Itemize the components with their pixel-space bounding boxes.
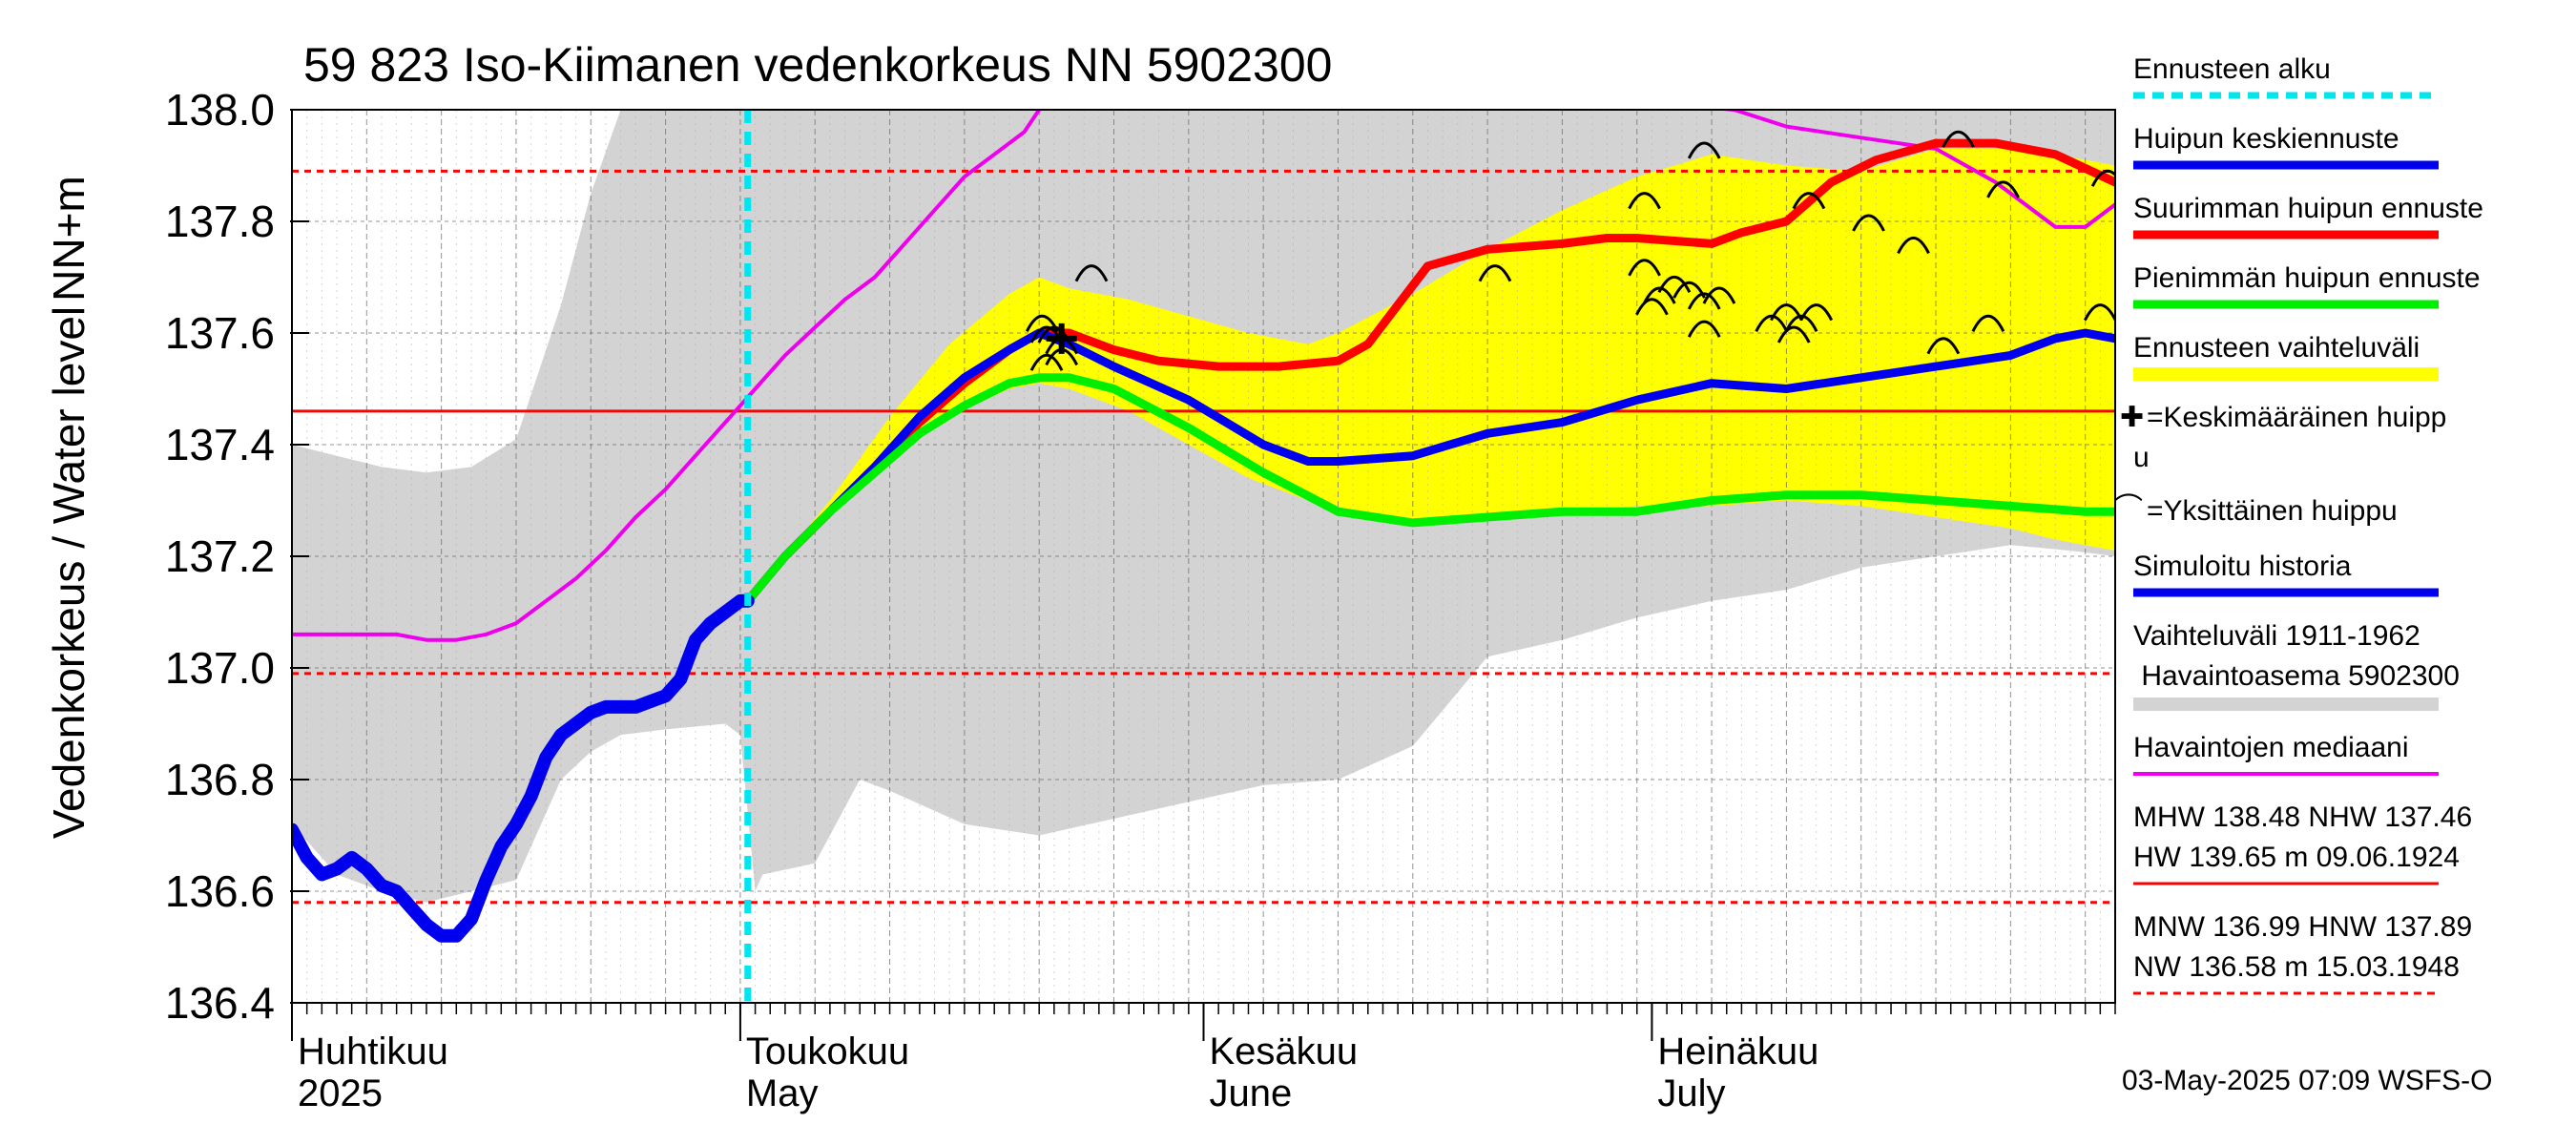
single-peak-marker: [1642, 286, 1676, 304]
x-month-label: Kesäkuu: [1210, 1030, 1359, 1072]
y-tick-label: 136.6: [165, 866, 275, 916]
x-month-label-sub: June: [1210, 1072, 1293, 1114]
legend-stats1-line2: HW 139.65 m 09.06.1924: [2133, 842, 2460, 873]
plot-area: 136.4 136.6 136.8 137.0 137.2 137.4 137.6 137.8…: [165, 85, 2116, 1114]
footer-timestamp: 03-May-2025 07:09 WSFS-O: [2122, 1065, 2493, 1096]
average-peak-marker: [1046, 323, 1077, 354]
y-tick-label: 136.4: [165, 978, 275, 1028]
single-peak-marker: [1074, 264, 1109, 282]
single-peak-marker: [1687, 320, 1721, 338]
x-month-label-sub: May: [746, 1072, 819, 1114]
single-peak-marker: [1897, 236, 1930, 255]
legend-max-peak-label: Suurimman huipun ennuste: [2133, 193, 2483, 224]
series-lines-layer: [292, 110, 2115, 943]
single-peak-marker: [1986, 180, 2020, 198]
x-month-label: Toukokuu: [746, 1030, 909, 1072]
single-peak-marker: [1628, 192, 1661, 210]
y-tick-label: 137.0: [165, 643, 275, 693]
single-peak-marker: [1635, 298, 1669, 316]
x-month-label: Huhtikuu: [298, 1030, 448, 1072]
y-tick-label: 137.8: [165, 197, 275, 246]
single-peak-marker: [1755, 314, 1789, 332]
single-peak-marker: [2090, 169, 2115, 187]
single-peak-marker: [1852, 214, 1885, 232]
single-peak-marker: [1776, 325, 1811, 344]
single-peak-marker: [1942, 130, 1975, 148]
legend-stats2-line2: NW 136.58 m 15.03.1948: [2133, 951, 2460, 983]
axes-layer: 136.4 136.6 136.8 137.0 137.2 137.4 137.6 137.8…: [165, 85, 2116, 1114]
y-tick-label: 137.6: [165, 308, 275, 358]
simulated-history-line: [292, 593, 755, 943]
single-peak-marker: [1657, 275, 1692, 294]
legend-stats2-line1: MNW 136.99 HNW 137.89: [2133, 911, 2472, 943]
single-peak-marker: [2083, 303, 2115, 322]
peak-markers-layer: [1025, 130, 2115, 371]
median-line: [292, 110, 2115, 642]
y-tick-label: 138.0: [165, 85, 275, 135]
min-peak-forecast-line: [743, 373, 2115, 606]
forecast-range-band: [747, 148, 2115, 601]
legend-single-peak-label: =Yksittäinen huippu: [2147, 495, 2398, 527]
single-peak-marker: [1926, 337, 1961, 355]
legend-hist-range-label: Vaihteluväli 1911-1962: [2133, 620, 2420, 652]
y-axis-unit: NN+m: [44, 176, 93, 302]
y-tick-label: 137.4: [165, 420, 275, 469]
legend-avg-peak-label: =Keskimääräinen huipp: [2147, 402, 2446, 433]
y-tick-label: 137.2: [165, 531, 275, 581]
grid-layer: [292, 109, 2115, 1004]
legend-stats1-line1: MHW 138.48 NHW 137.46: [2133, 802, 2472, 833]
legend-avg-peak-label-cont: u: [2133, 442, 2150, 473]
single-peak-marker: [1687, 292, 1721, 310]
single-peak-marker: [1971, 314, 2005, 332]
single-peak-marker: [1792, 192, 1826, 210]
x-month-label: Heinäkuu: [1657, 1030, 1818, 1072]
x-month-label-sub: 2025: [298, 1072, 383, 1114]
legend-sim-history-label: Simuloitu historia: [2133, 551, 2352, 582]
forecast-range-layer: [747, 148, 2115, 601]
single-peak-marker: [1478, 264, 1512, 282]
single-peak-marker: [1702, 286, 1736, 304]
y-tick-label: 136.8: [165, 755, 275, 804]
legend: Ennusteen alku Huipun keskiennuste Suuri…: [2114, 53, 2483, 995]
single-peak-marker: [1029, 353, 1064, 371]
mean-peak-forecast-line: [743, 328, 2115, 606]
single-peak-icon: ⌒: [2114, 493, 2143, 525]
single-peak-marker: [1799, 303, 1834, 322]
legend-hist-range-label-2: Havaintoasema 5902300: [2133, 660, 2460, 692]
legend-median-label: Havaintojen mediaani: [2133, 732, 2409, 763]
single-peak-marker: [1628, 259, 1661, 277]
legend-forecast-start-label: Ennusteen alku: [2133, 53, 2331, 85]
x-month-label-sub: July: [1657, 1072, 1725, 1114]
legend-mean-peak-label: Huipun keskiennuste: [2133, 123, 2399, 155]
legend-forecast-range-label: Ennusteen vaihteluväli: [2133, 332, 2420, 364]
y-axis-label: Vedenkorkeus / Water level: [44, 306, 93, 839]
chart-title: 59 823 Iso-Kiimanen vedenkorkeus NN 5902…: [303, 38, 1332, 92]
single-peak-marker: [1687, 141, 1721, 159]
average-peak-icon: ✚: [2120, 402, 2144, 433]
legend-min-peak-label: Pienimmän huipun ennuste: [2133, 262, 2481, 294]
single-peak-marker: [1784, 314, 1818, 332]
